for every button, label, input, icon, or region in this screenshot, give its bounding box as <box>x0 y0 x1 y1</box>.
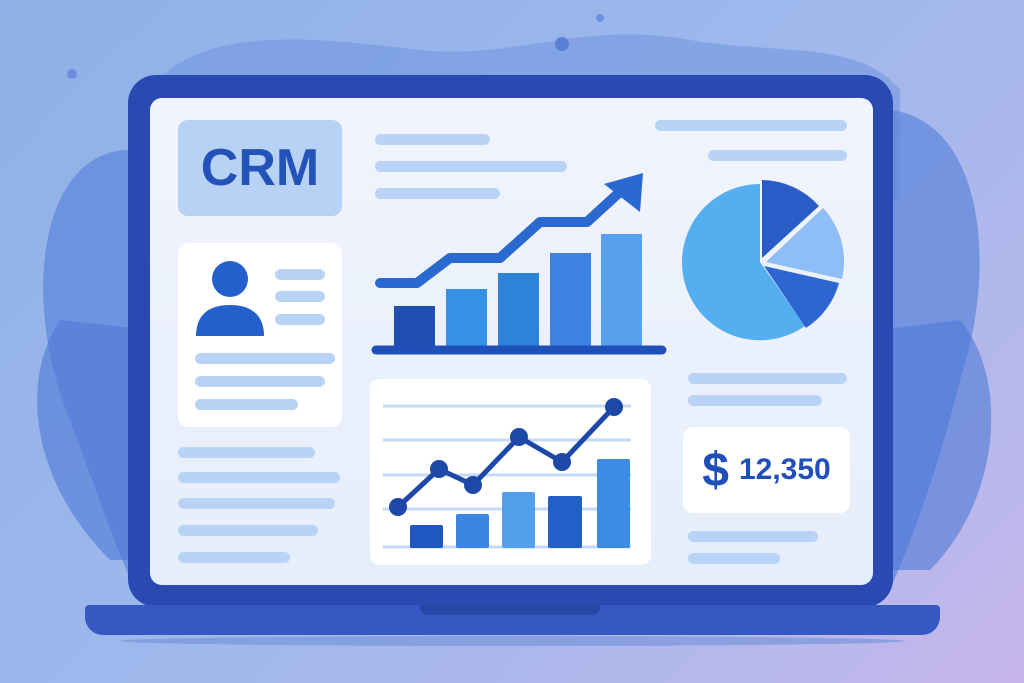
text-line <box>375 134 490 145</box>
data-point <box>430 460 448 478</box>
bar <box>394 306 435 347</box>
text-line <box>178 498 335 509</box>
pie-slice <box>766 208 845 279</box>
text-line <box>178 447 315 458</box>
text-line <box>375 188 500 199</box>
data-point <box>389 498 407 516</box>
bar <box>550 253 591 347</box>
trend-line <box>396 405 616 509</box>
text-line <box>688 553 780 564</box>
trend-arrow-head <box>604 173 643 212</box>
bar <box>410 525 443 548</box>
laptop-shadow <box>120 636 905 646</box>
bar <box>446 289 487 347</box>
crm-label: CRM <box>200 139 320 197</box>
text-line <box>178 472 340 483</box>
pie-slice <box>764 266 839 328</box>
text-line <box>275 269 325 280</box>
revenue-value: 12,350 <box>738 453 831 486</box>
laptop-lip <box>420 605 600 615</box>
pie-slice <box>762 180 819 258</box>
bar <box>548 496 582 548</box>
data-point <box>553 453 571 471</box>
data-point <box>510 428 528 446</box>
crm-logo-card[interactable]: CRM <box>178 120 342 216</box>
bar <box>498 273 539 347</box>
text-line <box>375 161 567 172</box>
text-line <box>178 552 290 563</box>
text-line <box>275 291 325 302</box>
text-line <box>655 120 847 131</box>
pie-slice <box>681 184 805 341</box>
bar <box>502 492 535 548</box>
profile-card[interactable] <box>178 243 342 427</box>
user-avatar-icon <box>196 261 264 336</box>
bar <box>597 459 630 548</box>
dollar-icon: $ <box>702 443 729 497</box>
text-line <box>688 373 847 384</box>
text-line <box>275 314 325 325</box>
data-point <box>605 398 623 416</box>
data-point <box>464 476 482 494</box>
text-line <box>688 395 822 406</box>
bar <box>456 514 489 548</box>
text-line <box>195 399 298 410</box>
text-line <box>195 376 325 387</box>
bar <box>601 234 642 347</box>
text-line <box>688 531 818 542</box>
text-line <box>195 353 335 364</box>
text-line <box>178 525 318 536</box>
revenue-card[interactable]: $ 12,350 <box>683 427 850 513</box>
trend-arrow-icon <box>375 185 627 288</box>
text-line <box>708 150 847 161</box>
